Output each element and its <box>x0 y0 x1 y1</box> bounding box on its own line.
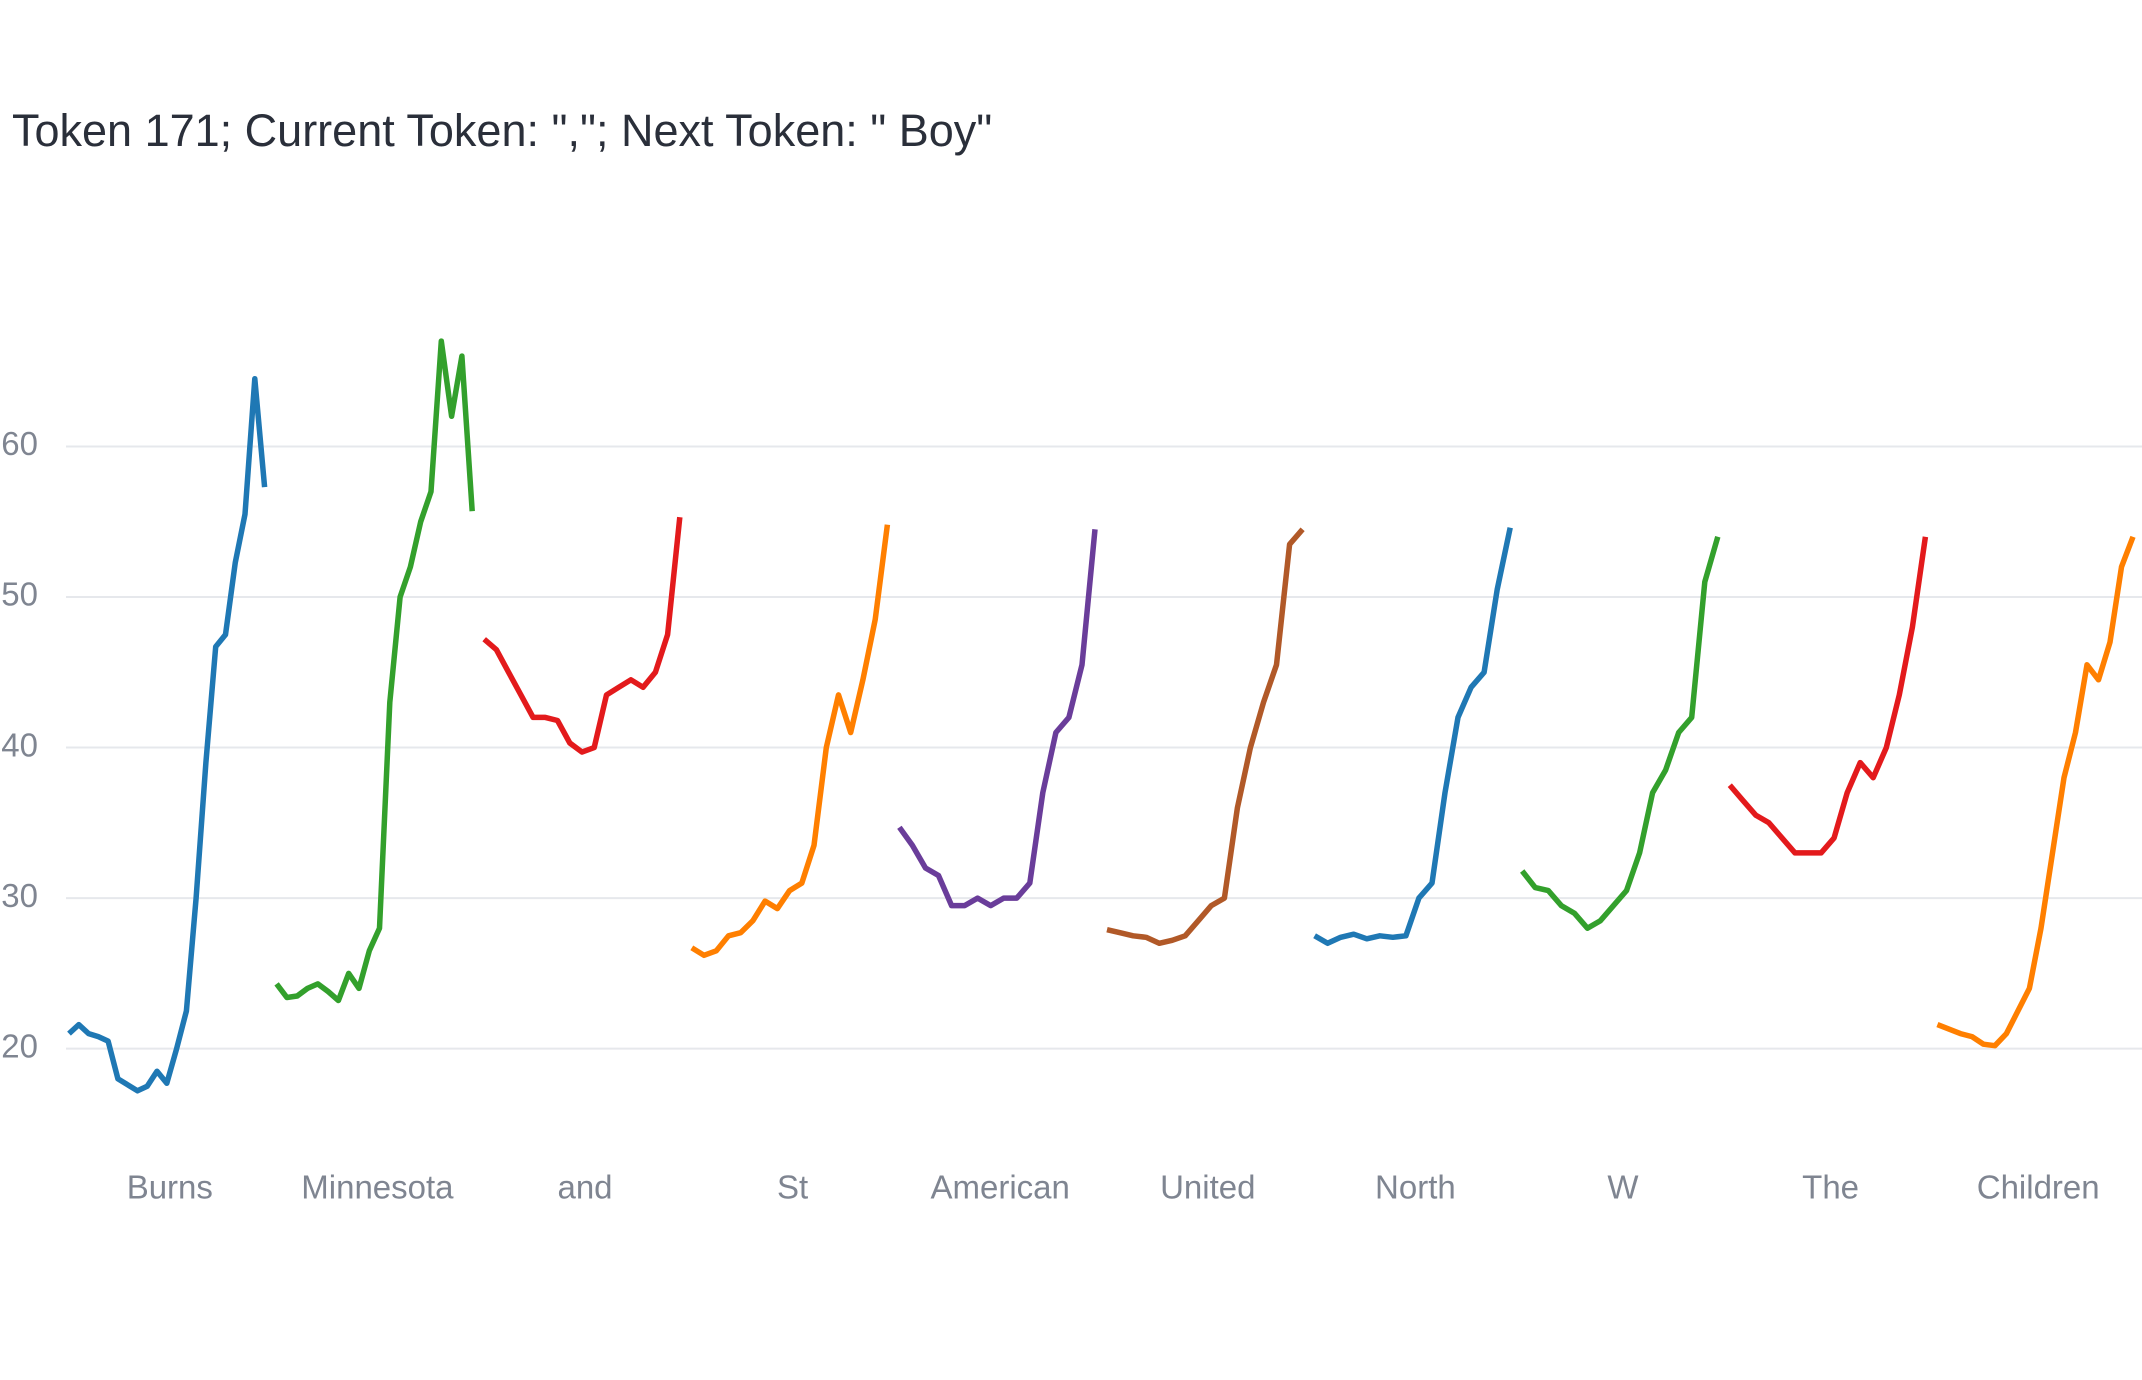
y-tick-label: 60 <box>1 425 38 462</box>
x-tick-label: American <box>931 1169 1070 1206</box>
x-tick-label: United <box>1160 1169 1255 1206</box>
series-line <box>1313 527 1513 947</box>
x-tick-label: Burns <box>127 1169 213 1206</box>
y-tick-label: 40 <box>1 726 38 763</box>
series-line <box>482 516 683 755</box>
series-line <box>690 524 891 959</box>
x-tick-label: Children <box>1977 1169 2100 1206</box>
series-line <box>1936 535 2136 1049</box>
series-line <box>1727 536 1929 856</box>
series-line <box>1106 527 1305 947</box>
series-line <box>897 529 1098 909</box>
x-tick-label: North <box>1375 1169 1456 1206</box>
x-tick-label: and <box>557 1169 612 1206</box>
y-tick-label: 50 <box>1 576 38 613</box>
y-tick-label: 20 <box>1 1027 38 1064</box>
x-tick-label: St <box>777 1169 808 1206</box>
chart-title: Token 171; Current Token: ","; Next Toke… <box>12 105 992 156</box>
series-line <box>274 338 475 1004</box>
x-tick-label: Minnesota <box>301 1169 454 1206</box>
x-tick-label: W <box>1607 1169 1639 1206</box>
series-line <box>1520 536 1721 931</box>
y-tick-label: 30 <box>1 877 38 914</box>
series-line <box>67 375 268 1094</box>
x-tick-label: The <box>1802 1169 1859 1206</box>
